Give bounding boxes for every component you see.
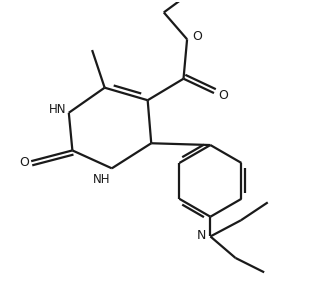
Text: HN: HN — [49, 103, 66, 116]
Text: N: N — [197, 229, 206, 242]
Text: O: O — [218, 89, 228, 102]
Text: O: O — [192, 30, 202, 43]
Text: NH: NH — [93, 172, 110, 186]
Text: O: O — [19, 156, 29, 169]
